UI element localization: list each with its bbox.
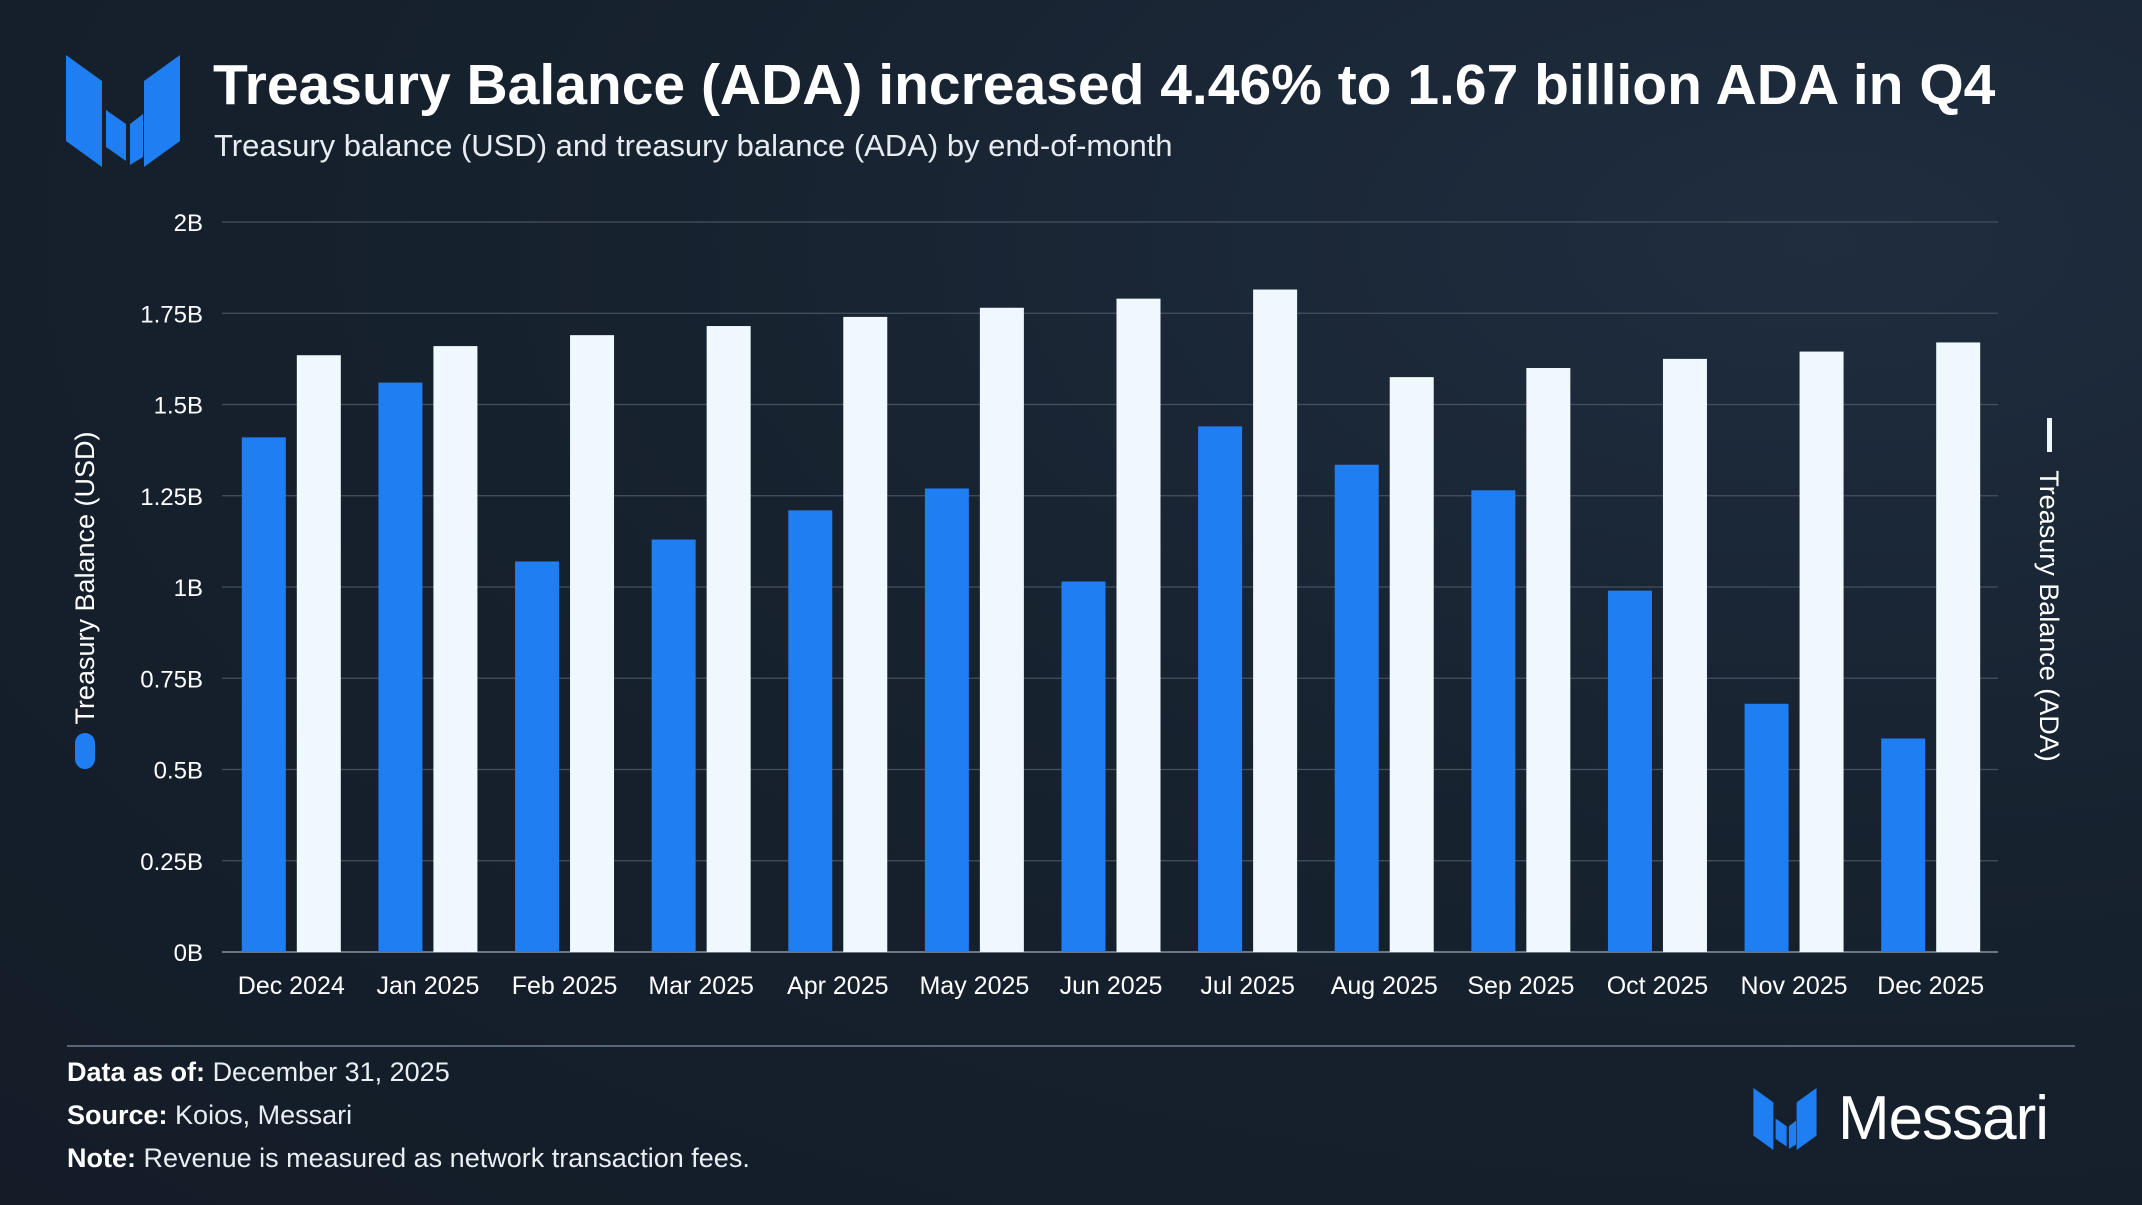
y-axis-title-left: Treasury Balance (USD) [70,431,100,724]
bar-ada [433,346,478,953]
bar-usd [1744,703,1789,952]
x-tick-label: Jan 2025 [376,972,479,1000]
x-tick-label: Apr 2025 [787,972,888,1000]
x-tick-label: Sep 2025 [1467,972,1574,1000]
y-tick-label: 2B [174,210,203,237]
x-tick-label: Oct 2025 [1607,972,1708,1000]
y-tick-label: 0.25B [140,849,203,876]
x-tick-label: Nov 2025 [1741,972,1848,1000]
x-tick-label: Jun 2025 [1060,972,1163,1000]
x-tick-label: Jul 2025 [1200,972,1295,1000]
bar-ada [1116,298,1161,952]
bar-usd [924,488,969,952]
source-value: Koios, Messari [175,1100,353,1130]
bar-usd [1198,426,1243,952]
bar-usd [788,510,833,952]
bar-ada [570,335,615,952]
x-tick-label: Dec 2025 [1877,972,1984,1000]
footer-data-as-of: Data as of: December 31, 2025 [67,1057,450,1088]
bar-ada [1799,351,1844,952]
bar-ada [979,307,1024,952]
messari-brand-icon [1753,1088,1817,1150]
x-tick-label: Dec 2024 [238,972,345,1000]
messari-logo-icon [66,55,180,167]
x-tick-label: May 2025 [919,972,1029,1000]
source-label: Source: [67,1100,168,1130]
footer-source: Source: Koios, Messari [67,1100,352,1131]
bar-usd [241,437,286,953]
bar-ada [1526,368,1571,952]
brand-logo: Messari [1752,1084,2049,1153]
y-tick-label: 1.25B [140,484,203,511]
footer-divider [67,1045,2075,1047]
y-tick-label: 1B [174,575,203,602]
bar-usd [1334,464,1379,952]
bar-usd [1471,490,1516,952]
bar-ada [1662,358,1707,952]
bar-chart: 0B 0.25B 0.5B 0.75B 1B 1.25B 1.5B 1.75B 2B Dec 20… [70,210,2064,1000]
note-label: Note: [67,1143,136,1173]
y-tick-label: 0.75B [140,666,203,693]
x-tick-label: Mar 2025 [648,972,754,1000]
y-tick-label: 0.5B [154,758,203,785]
bar-ada [1936,342,1981,952]
bar-ada [706,326,751,952]
note-value: Revenue is measured as network transacti… [143,1143,750,1173]
y-axis-title-right: Treasury Balance (ADA) [2034,470,2064,762]
bar-usd [1061,581,1106,952]
bar-usd [651,539,696,952]
bar-usd [1881,738,1926,952]
chart-subtitle: Treasury balance (USD) and treasury bala… [214,128,1173,163]
bar-usd [515,561,560,952]
brand-name: Messari [1838,1084,2049,1153]
footer-note: Note: Revenue is measured as network tra… [67,1143,750,1174]
bar-ada [1389,377,1434,952]
bar-ada [296,355,341,953]
bar-ada [843,316,888,952]
x-tick-label: Aug 2025 [1331,972,1438,1000]
bar-ada [1253,289,1298,952]
y-tick-label: 1.75B [140,301,203,328]
y-tick-label: 0B [174,940,203,967]
data-as-of-label: Data as of: [67,1057,206,1087]
bar-usd [1607,590,1652,952]
chart-title: Treasury Balance (ADA) increased 4.46% t… [213,53,1996,117]
y-tick-label: 1.5B [154,393,203,420]
x-tick-label: Feb 2025 [512,972,618,1000]
legend-swatch-ada [2047,418,2052,452]
bar-usd [378,382,423,953]
legend-swatch-usd [75,733,95,769]
data-as-of-value: December 31, 2025 [212,1057,450,1087]
